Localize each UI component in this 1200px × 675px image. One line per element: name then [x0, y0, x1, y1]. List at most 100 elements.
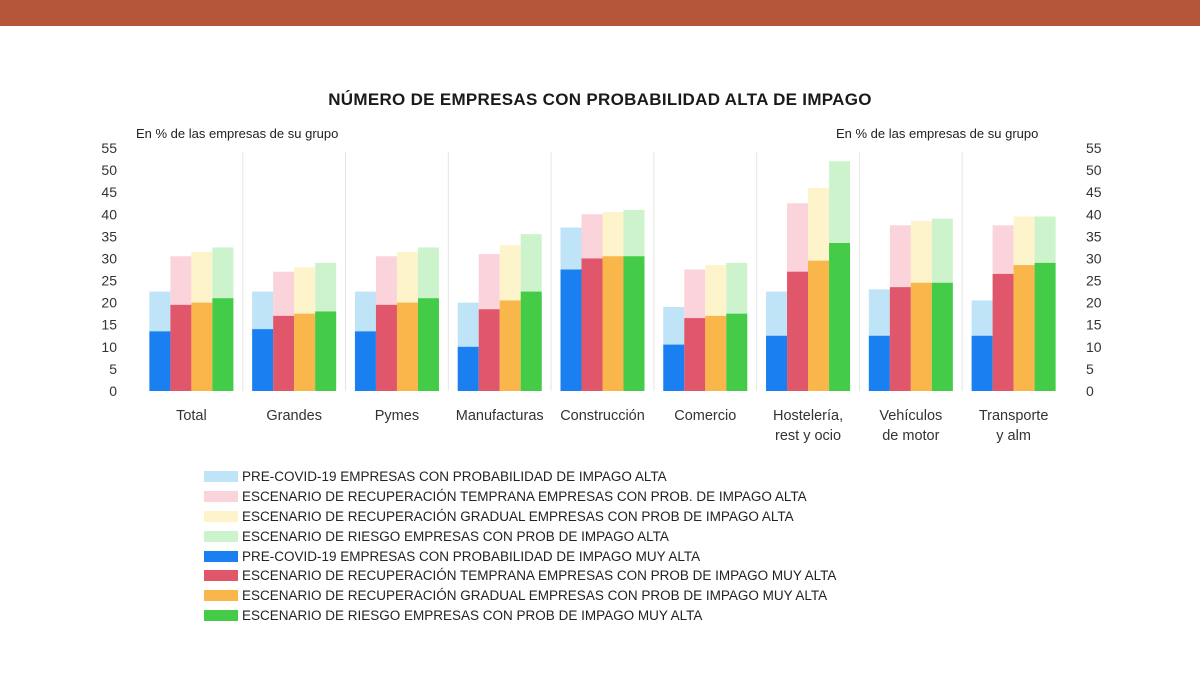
category-label: Vehículos [879, 408, 942, 424]
y-axis-label-right: En % de las empresas de su grupo [836, 126, 1039, 141]
bar [294, 313, 316, 391]
y-tick-label-left: 30 [101, 250, 117, 266]
bar [396, 302, 418, 391]
legend-swatch [204, 530, 238, 542]
legend-label: ESCENARIO DE RIESGO EMPRESAS CON PROB DE… [242, 528, 669, 544]
bar [273, 315, 295, 391]
y-tick-label-right: 20 [1086, 295, 1102, 311]
y-tick-label-right: 55 [1086, 140, 1102, 156]
y-tick-label-left: 40 [101, 206, 117, 222]
bar [191, 302, 213, 391]
bar [149, 331, 171, 391]
bar [212, 298, 234, 391]
category-label: de motor [882, 428, 939, 444]
bar [252, 329, 274, 391]
y-tick-label-right: 0 [1086, 383, 1094, 399]
y-tick-label-left: 0 [109, 383, 117, 399]
legend-swatch [204, 609, 238, 621]
bar [560, 269, 582, 391]
legend-label: ESCENARIO DE RECUPERACIÓN TEMPRANA EMPRE… [242, 568, 837, 584]
bar [478, 309, 500, 391]
y-tick-label-right: 45 [1086, 184, 1102, 200]
y-tick-label-left: 20 [101, 295, 117, 311]
y-tick-label-right: 15 [1086, 317, 1102, 333]
y-tick-label-left: 15 [101, 317, 117, 333]
y-tick-label-left: 35 [101, 228, 117, 244]
bar [868, 335, 890, 391]
bar [354, 331, 376, 391]
legend-item: PRE-COVID-19 EMPRESAS CON PROBABILIDAD D… [204, 546, 836, 566]
bar [1013, 265, 1035, 391]
y-tick-label-right: 5 [1086, 361, 1094, 377]
top-accent-bar [0, 0, 1200, 26]
y-tick-label-right: 50 [1086, 162, 1102, 178]
category-label: Total [176, 408, 207, 424]
y-tick-label-left: 50 [101, 162, 117, 178]
bar [808, 260, 830, 391]
bar [684, 318, 706, 391]
category-label: Transporte [979, 408, 1049, 424]
legend-swatch [204, 590, 238, 602]
category-label: rest y ocio [775, 428, 841, 444]
category-label: Hostelería, [773, 408, 843, 424]
bar [787, 271, 809, 391]
y-tick-label-right: 10 [1086, 339, 1102, 355]
legend-label: PRE-COVID-19 EMPRESAS CON PROBABILIDAD D… [242, 469, 667, 485]
bar [315, 311, 337, 391]
y-tick-label-right: 25 [1086, 273, 1102, 289]
category-label: Grandes [266, 408, 322, 424]
bar [623, 256, 645, 391]
bar [992, 273, 1014, 391]
bar [417, 298, 439, 391]
y-tick-label-right: 40 [1086, 206, 1102, 222]
bar [726, 313, 748, 391]
legend-swatch [204, 471, 238, 483]
legend-item: ESCENARIO DE RIESGO EMPRESAS CON PROB DE… [204, 606, 836, 626]
category-label: Manufacturas [456, 408, 544, 424]
legend-item: PRE-COVID-19 EMPRESAS CON PROBABILIDAD D… [204, 467, 836, 487]
bar [457, 346, 479, 391]
bar [1034, 262, 1056, 391]
bar [499, 300, 521, 391]
legend-swatch [204, 570, 238, 582]
bar [910, 282, 932, 391]
y-tick-label-right: 30 [1086, 250, 1102, 266]
bar [581, 258, 603, 391]
y-axis-label-left: En % de las empresas de su grupo [136, 126, 339, 141]
legend-label: ESCENARIO DE RECUPERACIÓN GRADUAL EMPRES… [242, 588, 828, 604]
bar [971, 335, 993, 391]
category-label: y alm [996, 428, 1031, 444]
category-label: Construcción [560, 408, 645, 424]
bar [663, 344, 685, 391]
legend-label: ESCENARIO DE RECUPERACIÓN GRADUAL EMPRES… [242, 508, 794, 524]
bar [766, 335, 788, 391]
bar [602, 256, 624, 391]
legend-swatch [204, 491, 238, 503]
legend-label: PRE-COVID-19 EMPRESAS CON PROBABILIDAD D… [242, 548, 701, 564]
bar [520, 291, 542, 391]
chart-legend: PRE-COVID-19 EMPRESAS CON PROBABILIDAD D… [204, 467, 836, 625]
category-label: Comercio [674, 408, 736, 424]
y-tick-label-left: 45 [101, 184, 117, 200]
legend-item: ESCENARIO DE RECUPERACIÓN GRADUAL EMPRES… [204, 586, 836, 606]
legend-label: ESCENARIO DE RECUPERACIÓN TEMPRANA EMPRE… [242, 489, 807, 505]
bar [705, 315, 727, 391]
legend-item: ESCENARIO DE RECUPERACIÓN TEMPRANA EMPRE… [204, 487, 836, 507]
legend-swatch [204, 510, 238, 522]
legend-label: ESCENARIO DE RIESGO EMPRESAS CON PROB DE… [242, 607, 703, 623]
legend-item: ESCENARIO DE RECUPERACIÓN GRADUAL EMPRES… [204, 507, 836, 527]
bar [829, 242, 851, 391]
bar [931, 282, 953, 391]
y-tick-label-left: 55 [101, 140, 117, 156]
bar [170, 304, 192, 391]
y-tick-label-left: 25 [101, 273, 117, 289]
bar [375, 304, 397, 391]
y-tick-label-right: 35 [1086, 228, 1102, 244]
y-tick-label-left: 5 [109, 361, 117, 377]
bar [889, 287, 911, 391]
y-tick-label-left: 10 [101, 339, 117, 355]
legend-item: ESCENARIO DE RIESGO EMPRESAS CON PROB DE… [204, 526, 836, 546]
legend-swatch [204, 550, 238, 562]
chart-title: NÚMERO DE EMPRESAS CON PROBABILIDAD ALTA… [328, 90, 872, 109]
